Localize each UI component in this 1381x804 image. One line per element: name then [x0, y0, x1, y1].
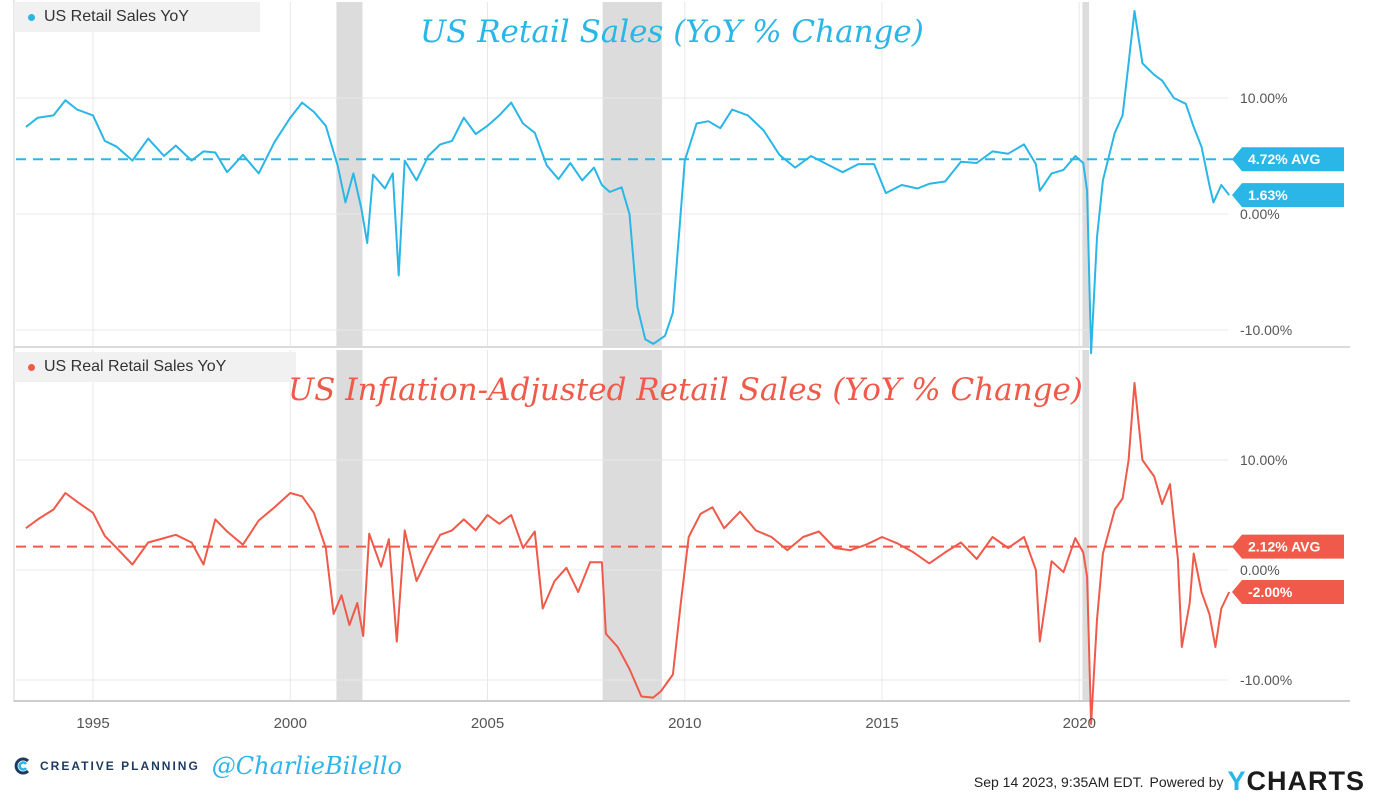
recession-bands	[336, 2, 1090, 700]
average-tag-real: 2.12% AVG	[1232, 534, 1344, 559]
series-line-nominal-0	[25, 10, 1230, 355]
ycharts-logo: YCHARTS	[1227, 766, 1365, 797]
brand-name: CREATIVE PLANNING	[40, 759, 200, 773]
recession-band-real-2	[1082, 350, 1090, 700]
legend-real: US Real Retail Sales YoY	[14, 352, 296, 382]
author-handle: @CharlieBilello	[211, 752, 402, 780]
timestamp: Sep 14 2023, 9:35AM EDT.	[973, 773, 1144, 790]
last-value-tag-real-shape	[1232, 580, 1344, 604]
footer-brand: CREATIVE PLANNING @CharlieBilello	[14, 752, 402, 780]
tick-labels: 10.00% 0.00% -10.00% 10.00% 0.00% -10.00% 1995…	[76, 90, 1292, 732]
y-tick-label-nominal-0: 10.00%	[1240, 90, 1287, 106]
overlay-title-nominal: US Retail Sales (YoY % Change)	[420, 14, 924, 50]
x-tick-label-1: 2000	[274, 715, 307, 732]
powered-by-label: Powered by	[1149, 773, 1224, 790]
last-value-tag-nominal-shape	[1232, 183, 1344, 208]
x-tick-label-5: 2020	[1063, 715, 1096, 732]
series-line-real-0	[25, 382, 1231, 725]
recession-band-nominal-2	[1082, 2, 1090, 346]
grid-lines	[16, 2, 1228, 700]
overlay-title-real: US Inflation-Adjusted Retail Sales (YoY …	[288, 372, 1083, 408]
last-value-tag-nominal: 1.63%	[1232, 183, 1344, 208]
average-tag-real-shape	[1232, 534, 1344, 559]
y-tick-label-nominal-1: 0.00%	[1240, 206, 1280, 222]
legend-dot-real	[28, 363, 35, 371]
legend-dot-nominal	[28, 13, 35, 21]
last-value-tag-real: -2.00%	[1232, 580, 1344, 604]
y-tick-label-nominal-2: -10.00%	[1240, 322, 1292, 338]
legend-label-real: US Real Retail Sales YoY	[44, 358, 227, 375]
y-tick-label-real-0: 10.00%	[1240, 452, 1287, 468]
last-value-tag-real-text: -2.00%	[1248, 584, 1293, 600]
recession-band-nominal-1	[602, 2, 662, 346]
ycharts-logo-y: Y	[1227, 766, 1247, 796]
average-tag-nominal-shape	[1232, 147, 1344, 172]
x-tick-label-0: 1995	[76, 715, 109, 732]
value-labels: 4.72% AVG 1.63% 2.12% AVG -2.00%	[1232, 147, 1344, 604]
x-tick-label-4: 2015	[865, 715, 898, 732]
creative-planning-logo-icon	[14, 757, 30, 775]
average-tag-nominal: 4.72% AVG	[1232, 147, 1344, 172]
series-lines	[25, 10, 1231, 725]
x-tick-label-3: 2010	[668, 715, 701, 732]
average-tag-real-text: 2.12% AVG	[1248, 539, 1320, 555]
last-value-tag-nominal-text: 1.63%	[1248, 187, 1288, 203]
footer-attribution: Sep 14 2023, 9:35AM EDT. Powered by YCHA…	[974, 766, 1365, 797]
panel-frame	[13, 0, 1350, 702]
average-tag-nominal-text: 4.72% AVG	[1248, 151, 1320, 167]
recession-band-real-0	[336, 350, 363, 700]
ycharts-logo-text: CHARTS	[1246, 766, 1365, 796]
legend-label-nominal: US Retail Sales YoY	[44, 8, 189, 25]
y-tick-label-real-1: 0.00%	[1240, 562, 1280, 578]
recession-band-nominal-0	[336, 2, 363, 346]
y-tick-label-real-2: -10.00%	[1240, 672, 1292, 688]
x-tick-label-2: 2005	[471, 715, 504, 732]
legend-nominal: US Retail Sales YoY	[14, 2, 260, 32]
